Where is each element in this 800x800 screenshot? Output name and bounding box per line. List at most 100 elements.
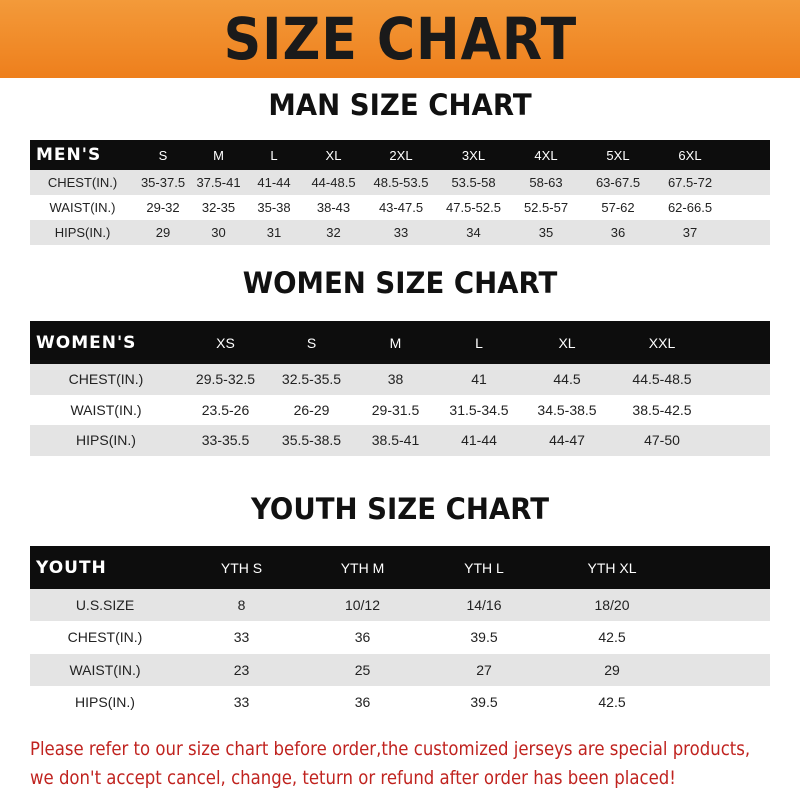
table-row: U.S.SIZE 8 10/12 14/16 18/20	[30, 589, 770, 622]
table-cell: 41-44	[461, 432, 497, 449]
row-label: WAIST(IN.)	[49, 200, 116, 215]
table-cell: 26-29	[293, 401, 330, 418]
size-header-yth-s: YTH S	[220, 559, 263, 576]
table-cell: 10/12	[344, 597, 381, 614]
size-header-m: M	[213, 147, 224, 163]
table-header-row: WOMEN'S XS S M L XL XXL	[30, 321, 770, 364]
row-label: HIPS(IN.)	[76, 432, 136, 449]
size-header-xs: XS	[216, 334, 235, 351]
row-label: HIPS(IN.)	[75, 694, 135, 711]
notice-line-2: we don't accept cancel, change, teturn o…	[30, 767, 676, 789]
women-size-table: WOMEN'S XS S M L XL XXL CHEST(IN.) 29.5-32.5 32.5…	[30, 321, 770, 456]
table-cell: 44.5	[553, 371, 581, 388]
men-section-title: MAN SIZE CHART	[268, 88, 532, 122]
table-cell: 33-35.5	[201, 432, 250, 449]
table-cell: 18/20	[594, 597, 630, 614]
table-cell: 35-37.5	[140, 175, 186, 190]
table-cell: 47.5-52.5	[446, 200, 501, 215]
table-row: HIPS(IN.) 33 36 39.5 42.5	[30, 685, 770, 719]
table-cell: 42.5	[598, 694, 626, 711]
table-row: WAIST(IN.) 29-32 32-35 35-38 38-43 43-47.5 47.…	[30, 195, 770, 220]
table-cell: 14/16	[466, 597, 502, 614]
size-header-xxl: XXL	[648, 334, 676, 351]
table-cell: 25	[354, 661, 371, 678]
table-cell: 29.5-32.5	[195, 371, 256, 388]
table-cell: 44-48.5	[311, 175, 356, 190]
table-row: WAIST(IN.) 23.5-26 26-29 29-31.5 31.5-34.5 34…	[30, 394, 770, 425]
youth-size-table: YOUTH YTH S YTH M YTH L YTH XL U.S.SIZE 8 10/12…	[30, 546, 770, 719]
table-cell: 47-50	[644, 432, 680, 449]
table-cell: 37	[682, 225, 698, 240]
table-cell: 62-66.5	[667, 200, 713, 215]
table-cell: 38	[387, 371, 404, 388]
table-cell: 58-63	[529, 175, 563, 190]
table-cell: 33	[393, 225, 409, 240]
size-header-yth-xl: YTH XL	[587, 559, 637, 576]
table-cell: 32	[326, 225, 341, 240]
table-cell: 35	[538, 225, 554, 240]
row-label: WAIST(IN.)	[69, 661, 141, 678]
table-row: CHEST(IN.) 29.5-32.5 32.5-35.5 38 41 44.5 44.5…	[30, 364, 770, 395]
table-header-label: MEN'S	[36, 145, 102, 165]
table-cell: 23	[233, 661, 250, 678]
men-size-table: MEN'S S M L XL 2XL 3XL 4XL 5XL 6XL CHEST(IN.) 35-37…	[30, 140, 770, 245]
row-label: WAIST(IN.)	[70, 401, 142, 418]
table-row: HIPS(IN.) 29 30 31 32 33 34 35 36 37	[30, 220, 770, 245]
table-row: WAIST(IN.) 23 25 27 29	[30, 653, 770, 686]
banner-title: SIZE CHART	[223, 5, 577, 73]
table-header-label: WOMEN'S	[36, 332, 137, 353]
table-cell: 29-32	[146, 200, 180, 215]
table-cell: 30	[211, 225, 226, 240]
row-label: HIPS(IN.)	[54, 225, 111, 240]
notice-line-1: Please refer to our size chart before or…	[30, 738, 751, 760]
table-cell: 23.5-26	[201, 401, 250, 418]
table-cell: 36	[354, 629, 371, 646]
table-cell: 44-47	[549, 432, 585, 449]
table-cell: 32-35	[201, 200, 236, 215]
size-header-l: L	[475, 334, 483, 351]
table-row: CHEST(IN.) 33 36 39.5 42.5	[30, 621, 770, 654]
table-cell: 8	[237, 597, 246, 614]
table-cell: 41	[471, 371, 487, 388]
women-section-title: WOMEN SIZE CHART	[242, 266, 558, 300]
table-cell: 53.5-58	[451, 175, 496, 190]
table-row: HIPS(IN.) 33-35.5 35.5-38.5 38.5-41 41-44 44-…	[30, 425, 770, 456]
table-cell: 29	[604, 661, 620, 678]
size-header-5xl: 5XL	[606, 147, 630, 163]
table-cell: 44.5-48.5	[632, 371, 692, 388]
size-header-xl: XL	[325, 147, 342, 163]
order-notice: Please refer to our size chart before or…	[30, 735, 751, 793]
table-cell: 38.5-41	[371, 432, 420, 449]
table-cell: 39.5	[470, 629, 498, 646]
table-cell: 34.5-38.5	[537, 401, 597, 418]
table-cell: 35.5-38.5	[281, 432, 342, 449]
table-row: CHEST(IN.) 35-37.5 37.5-41 41-44 44-48.5 48.5…	[30, 170, 770, 195]
table-cell: 63-67.5	[595, 175, 641, 190]
table-cell: 33	[233, 629, 250, 646]
table-header-row: YOUTH YTH S YTH M YTH L YTH XL	[30, 546, 770, 589]
table-cell: 43-47.5	[378, 200, 424, 215]
table-cell: 29	[155, 225, 171, 240]
table-cell: 31.5-34.5	[449, 401, 509, 418]
size-header-2xl: 2XL	[389, 147, 413, 163]
size-header-s: S	[158, 147, 168, 163]
table-cell: 27	[476, 661, 492, 678]
size-header-yth-l: YTH L	[464, 559, 504, 576]
size-header-6xl: 6XL	[678, 147, 702, 163]
size-header-m: M	[389, 334, 402, 351]
table-cell: 35-38	[257, 200, 291, 215]
size-header-s: S	[306, 334, 317, 351]
table-cell: 33	[233, 694, 250, 711]
size-header-xl: XL	[558, 334, 576, 351]
table-cell: 67.5-72	[667, 175, 713, 190]
table-cell: 37.5-41	[196, 175, 241, 190]
table-cell: 34	[466, 225, 481, 240]
table-cell: 38-43	[316, 200, 351, 215]
size-header-4xl: 4XL	[534, 147, 558, 163]
row-label: CHEST(IN.)	[47, 175, 118, 190]
table-cell: 57-62	[601, 200, 635, 215]
table-cell: 36	[354, 694, 371, 711]
table-cell: 32.5-35.5	[281, 371, 342, 388]
row-label: CHEST(IN.)	[68, 371, 144, 388]
youth-section-title: YOUTH SIZE CHART	[250, 492, 550, 526]
